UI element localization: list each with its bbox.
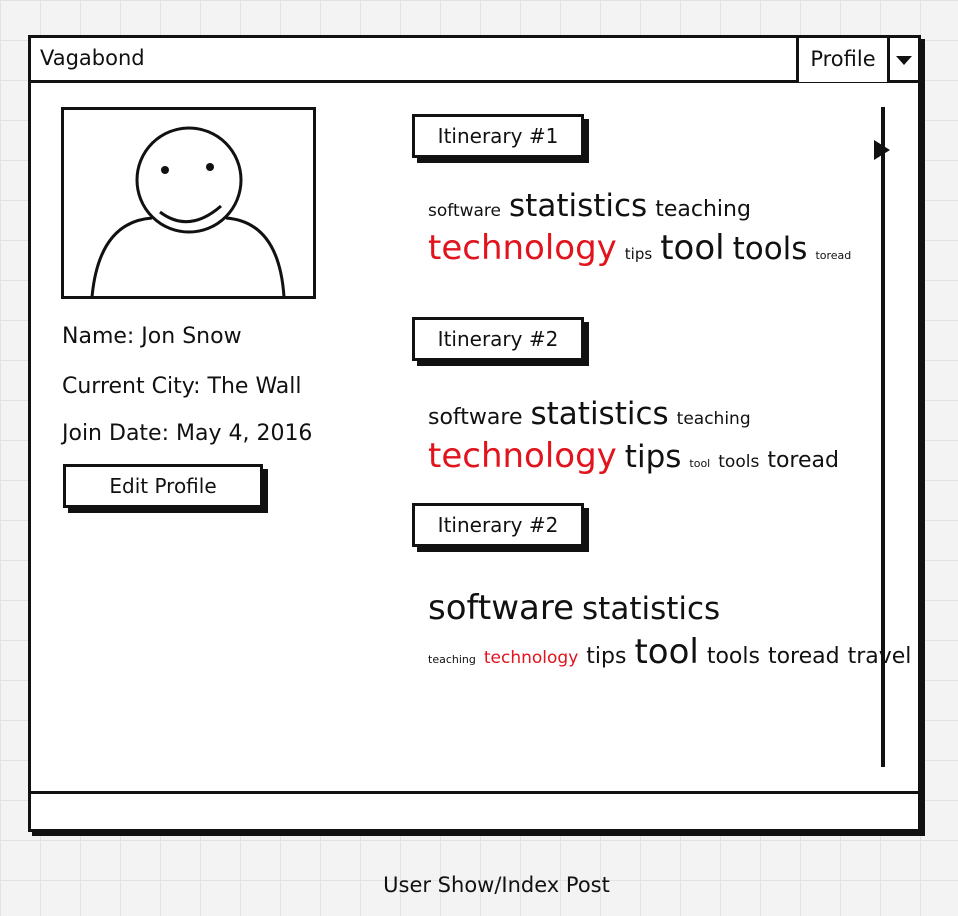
tag-technology[interactable]: technology [428,436,617,477]
tag-tips[interactable]: tips [586,644,627,670]
profile-city: Current City: The Wall [62,374,302,399]
edit-profile-button[interactable]: Edit Profile [63,464,263,508]
tag-tips[interactable]: tips [624,439,682,476]
itinerary-1-tag-cloud: software statistics teaching technology tips… [428,186,859,270]
profile-name: Name: Jon Snow [62,324,242,349]
tag-tools[interactable]: tools [718,452,760,473]
chevron-down-icon[interactable] [890,38,918,82]
page-caption: User Show/Index Post [383,873,610,897]
title-bar: Vagabond Profile [31,38,918,83]
tag-toread[interactable]: toread [815,249,852,263]
tag-software[interactable]: software [428,405,523,430]
scrollbar[interactable] [881,107,885,767]
tag-statistics[interactable]: statistics [530,396,669,432]
tag-technology[interactable]: technology [428,228,617,269]
tag-teaching[interactable]: teaching [428,653,476,667]
status-bar-divider [31,791,918,794]
itinerary-1-button[interactable]: Itinerary #1 [412,114,584,158]
tag-statistics[interactable]: statistics [509,188,648,224]
profile-button[interactable]: Profile [796,38,890,82]
app-title: Vagabond [40,46,145,70]
itinerary-2-tag-cloud: software statistics teaching technology tips… [428,394,847,478]
tag-tool[interactable]: tool [689,457,711,471]
itinerary-2-button[interactable]: Itinerary #2 [412,317,584,361]
tag-travel[interactable]: travel [847,644,912,670]
tag-toread[interactable]: toread [767,644,840,670]
tag-tools[interactable]: tools [706,644,760,670]
tag-teaching[interactable]: teaching [676,409,751,429]
tag-tool[interactable]: tool [660,228,725,269]
tag-tips[interactable]: tips [624,245,653,264]
tag-tools[interactable]: tools [732,231,808,268]
user-avatar-icon [90,126,286,296]
profile-join-date: Join Date: May 4, 2016 [62,421,313,446]
itinerary-3-button[interactable]: Itinerary #2 [412,503,584,547]
tag-technology[interactable]: technology [483,648,579,669]
tag-toread[interactable]: toread [767,448,839,474]
scroll-thumb[interactable] [874,140,890,160]
tag-teaching[interactable]: teaching [655,197,751,222]
tag-software[interactable]: software [428,588,575,628]
itinerary-3-tag-cloud: software statistics teaching technology tips… [428,586,919,674]
tag-software[interactable]: software [428,201,502,221]
tag-statistics[interactable]: statistics [582,591,721,627]
tag-tool[interactable]: tool [634,632,699,673]
app-window: Vagabond Profile Name: Jon Snow Current … [28,35,921,832]
avatar [61,107,316,299]
